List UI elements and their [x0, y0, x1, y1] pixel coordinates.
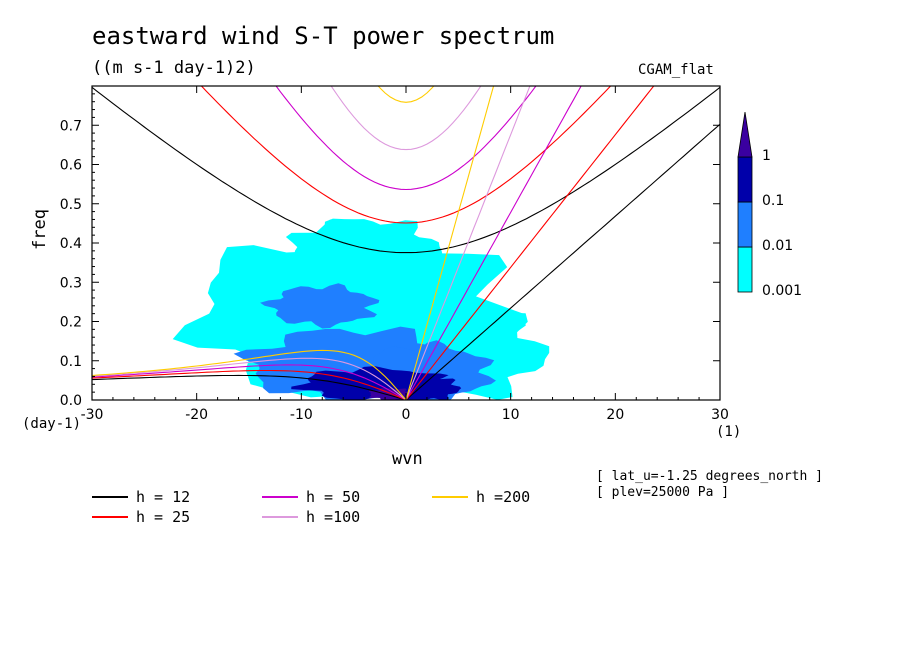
- x-tick-label: 20: [606, 407, 624, 423]
- kelvin-curve-h100: [405, 86, 531, 400]
- x-axis-units: (1): [716, 424, 742, 440]
- power-regions: [172, 218, 550, 400]
- colorbar-segment: [737, 201, 753, 248]
- kelvin-curve-h25: [405, 86, 655, 400]
- kelvin-curve-h12: [405, 123, 720, 400]
- gravity-curve-h50: [275, 86, 537, 191]
- legend-swatch: [92, 496, 128, 498]
- gravity-curve-h200: [377, 86, 435, 103]
- pressure-level-note: [ plev=25000 Pa ]: [596, 485, 730, 500]
- colorbar-arrow: [737, 111, 753, 158]
- dispersion-curves: [92, 86, 720, 400]
- power-region-4: [260, 283, 380, 329]
- x-tick-label: -30: [81, 407, 104, 423]
- colorbar-label: 0.01: [762, 238, 794, 254]
- gravity-curve-h100: [330, 86, 482, 151]
- chart-units: ((m s-1 day-1)2): [92, 58, 256, 78]
- x-tick-label: -10: [290, 407, 313, 423]
- legend-label: h =200: [476, 488, 531, 506]
- x-tick-label: 10: [502, 407, 520, 423]
- colorbar-segment: [737, 156, 753, 203]
- legend-label: h = 12: [136, 488, 191, 506]
- y-tick-label: 0.2: [60, 315, 82, 331]
- legend-label: h = 25: [136, 508, 191, 526]
- latitude-note: [ lat_u=-1.25 degrees_north ]: [596, 469, 823, 484]
- colorbar-segment: [737, 246, 753, 293]
- y-tick-label: 0.6: [60, 158, 82, 174]
- gravity-curve-h25: [200, 86, 612, 224]
- x-tick-label: 0: [402, 407, 411, 423]
- power-region-2: [285, 218, 443, 286]
- gravity-curve-h12: [92, 86, 720, 254]
- colorbar-label: 0.001: [762, 283, 803, 299]
- y-tick-label: 0.1: [60, 354, 82, 370]
- x-tick-label: -20: [185, 407, 208, 423]
- colorbar: [737, 111, 753, 293]
- rossby-curve-h50: [92, 364, 407, 400]
- legend-label: h = 50: [306, 488, 361, 506]
- colorbar-label: 1: [762, 148, 771, 164]
- y-tick-label: 0.0: [60, 393, 82, 409]
- rossby-curve-h25: [92, 369, 407, 400]
- rossby-curve-h12: [92, 374, 407, 400]
- legend-swatch: [262, 496, 298, 498]
- rossby-curve-h100: [92, 357, 407, 400]
- rossby-curve-h200: [92, 349, 407, 400]
- colorbar-label: 0.1: [762, 193, 785, 209]
- kelvin-curve-h200: [405, 86, 495, 400]
- legend-label: h =100: [306, 508, 361, 526]
- legend-swatch: [432, 496, 468, 498]
- x-axis-label: wvn: [392, 449, 423, 469]
- legend-swatch: [262, 516, 298, 518]
- y-tick-label: 0.7: [60, 118, 82, 134]
- y-axis-units: (day-1): [22, 416, 82, 432]
- legend-swatch: [92, 516, 128, 518]
- chart-title: eastward wind S-T power spectrum: [92, 22, 555, 50]
- kelvin-curve-h50: [405, 86, 582, 400]
- y-tick-label: 0.5: [60, 197, 82, 213]
- y-tick-label: 0.4: [60, 236, 82, 252]
- axis-ticks: -30 -20 -10 0 10 20 30 0.0 0.1 0.2 0.3 0.4 0.5 0.6 0.7: [60, 86, 729, 423]
- dataset-label: CGAM_flat: [638, 62, 714, 78]
- x-tick-label: 30: [711, 407, 729, 423]
- y-tick-label: 0.3: [60, 275, 82, 291]
